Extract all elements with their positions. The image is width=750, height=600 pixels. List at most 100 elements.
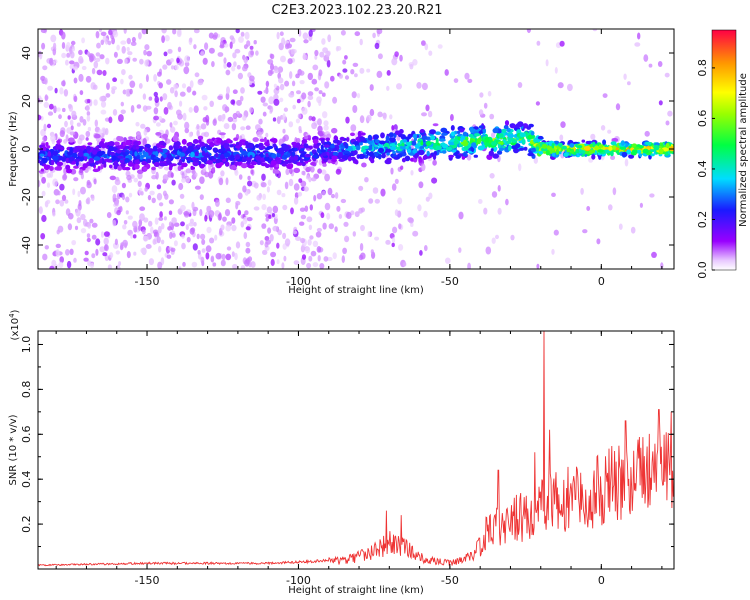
spectrogram-noise-cell xyxy=(310,250,317,257)
spectrogram-noise-cell xyxy=(163,107,169,115)
spectrogram-noise-cell xyxy=(293,197,299,205)
spectrogram-noise-cell xyxy=(301,170,306,176)
spectrogram-noise-cell xyxy=(83,257,89,262)
spectrogram-band-cell xyxy=(389,143,395,147)
spectrogram-noise-cell xyxy=(372,187,379,194)
spectrogram-band-cell xyxy=(289,163,294,169)
spectrogram-noise-cell xyxy=(167,101,172,110)
spectrogram-noise-cell xyxy=(223,57,227,64)
spectrogram-noise-cell xyxy=(467,262,471,269)
spectrogram-band-cell xyxy=(190,151,195,158)
spectrogram-band-cell xyxy=(374,139,380,144)
spectrogram-noise-cell xyxy=(302,54,308,60)
spectrogram-noise-cell xyxy=(81,65,87,71)
spectrogram-noise-cell xyxy=(253,182,259,189)
spectrogram-band-cell xyxy=(156,148,163,153)
spectrogram-noise-cell xyxy=(235,241,241,249)
spectrogram-band-cell xyxy=(114,141,120,146)
spectrogram-band-cell xyxy=(585,140,591,145)
spectrogram-band-cell xyxy=(569,143,575,148)
spectrogram-band-cell xyxy=(379,140,386,145)
spectrogram-noise-cell xyxy=(232,89,238,94)
spectrogram-noise-cell xyxy=(313,194,317,202)
spectrogram-noise-cell xyxy=(44,94,48,102)
spectrogram-noise-cell xyxy=(159,211,163,218)
spectrogram-band-cell xyxy=(331,127,338,134)
spectrogram-noise-cell xyxy=(322,111,328,119)
spectrogram-noise-cell xyxy=(140,123,146,129)
spectrogram-noise-cell xyxy=(412,230,419,237)
spectrogram-noise-cell xyxy=(64,199,69,204)
spectrogram-noise-cell xyxy=(230,99,235,105)
spectrogram-noise-cell xyxy=(202,57,208,65)
spectrogram-band-cell xyxy=(74,158,81,163)
spectrogram-band-cell xyxy=(113,160,118,167)
spectrogram-band-cell xyxy=(87,142,93,146)
spectrogram-band-cell xyxy=(84,155,88,162)
spectrogram-noise-cell xyxy=(191,201,195,209)
spectrogram-band-cell xyxy=(254,144,260,148)
spectrogram-band-cell xyxy=(39,153,45,157)
spectrogram-band-cell xyxy=(291,141,297,146)
spectrogram-noise-cell xyxy=(96,69,103,76)
spectrogram-noise-cell xyxy=(152,238,157,245)
spectrogram-band-cell xyxy=(178,152,186,157)
spectrogram-band-cell xyxy=(124,166,131,171)
spectrogram-band-cell xyxy=(584,145,591,151)
spectrogram-noise-cell xyxy=(427,110,433,118)
spectrogram-noise-cell xyxy=(71,46,76,52)
spectrogram-band-cell xyxy=(107,149,111,155)
spectrogram-noise-cell xyxy=(372,32,376,39)
spectrogram-noise-cell xyxy=(551,248,555,255)
spectrogram-noise-cell xyxy=(299,80,305,85)
spectrogram-noise-cell xyxy=(255,50,259,56)
spectrogram-noise-cell xyxy=(236,99,242,106)
spectrogram-noise-cell xyxy=(157,71,162,77)
spectrogram-noise-cell xyxy=(344,75,350,80)
spectrogram-band-cell xyxy=(492,153,500,159)
spectrogram-noise-cell xyxy=(95,57,101,62)
spectrogram-band-cell xyxy=(377,147,385,154)
spectrogram-band-cell xyxy=(150,156,154,161)
spectrogram-noise-cell xyxy=(140,191,144,196)
spectrogram-noise-cell xyxy=(66,260,72,269)
spectrogram-noise-cell xyxy=(309,204,313,211)
spectrogram-noise-cell xyxy=(359,38,363,46)
spectrogram-band-cell xyxy=(322,163,327,167)
spectrogram-noise-cell xyxy=(95,52,101,57)
spectrogram-noise-cell xyxy=(93,84,98,90)
spectrogram-noise-cell xyxy=(366,114,372,122)
spectrogram-band-cell xyxy=(252,137,259,143)
spectrogram-noise-cell xyxy=(424,245,428,252)
spectrogram-noise-cell xyxy=(342,59,347,65)
spectrogram-band-cell xyxy=(155,151,159,157)
spectrogram-noise-cell xyxy=(319,263,325,269)
spectrogram-noise-cell xyxy=(560,121,566,128)
spectrogram-noise-cell xyxy=(44,245,49,250)
spectrogram-noise-cell xyxy=(136,104,142,109)
spectrogram-band-cell xyxy=(414,153,419,159)
spectrogram-band-cell xyxy=(282,144,290,151)
spectrogram-noise-cell xyxy=(295,73,300,79)
spectrogram-band-cell xyxy=(521,138,526,145)
spectrogram-band-cell xyxy=(530,130,535,136)
spectrogram-noise-cell xyxy=(533,157,538,164)
spectrogram-noise-cell xyxy=(450,114,454,121)
spectrogram-noise-cell xyxy=(154,217,159,225)
spectrogram-band-cell xyxy=(392,150,396,155)
spectrogram-noise-cell xyxy=(279,31,284,36)
spectrogram-noise-cell xyxy=(258,118,263,125)
spectrogram-noise-cell xyxy=(128,192,133,198)
spectrogram-band-cell xyxy=(331,155,338,160)
spectrogram-noise-cell xyxy=(58,261,64,268)
spectrogram-band-cell xyxy=(367,134,373,141)
spectrogram-noise-cell xyxy=(171,179,176,186)
spectrogram-noise-cell xyxy=(293,260,300,265)
spectrogram-band-cell xyxy=(212,147,218,152)
spectrogram-noise-cell xyxy=(323,256,329,262)
spectrogram-noise-cell xyxy=(42,253,48,261)
spectrogram-noise-cell xyxy=(89,218,94,224)
spectrogram-noise-cell xyxy=(204,171,210,178)
spectrogram-band-cell xyxy=(159,162,166,167)
spectrogram-noise-cell xyxy=(270,53,275,60)
